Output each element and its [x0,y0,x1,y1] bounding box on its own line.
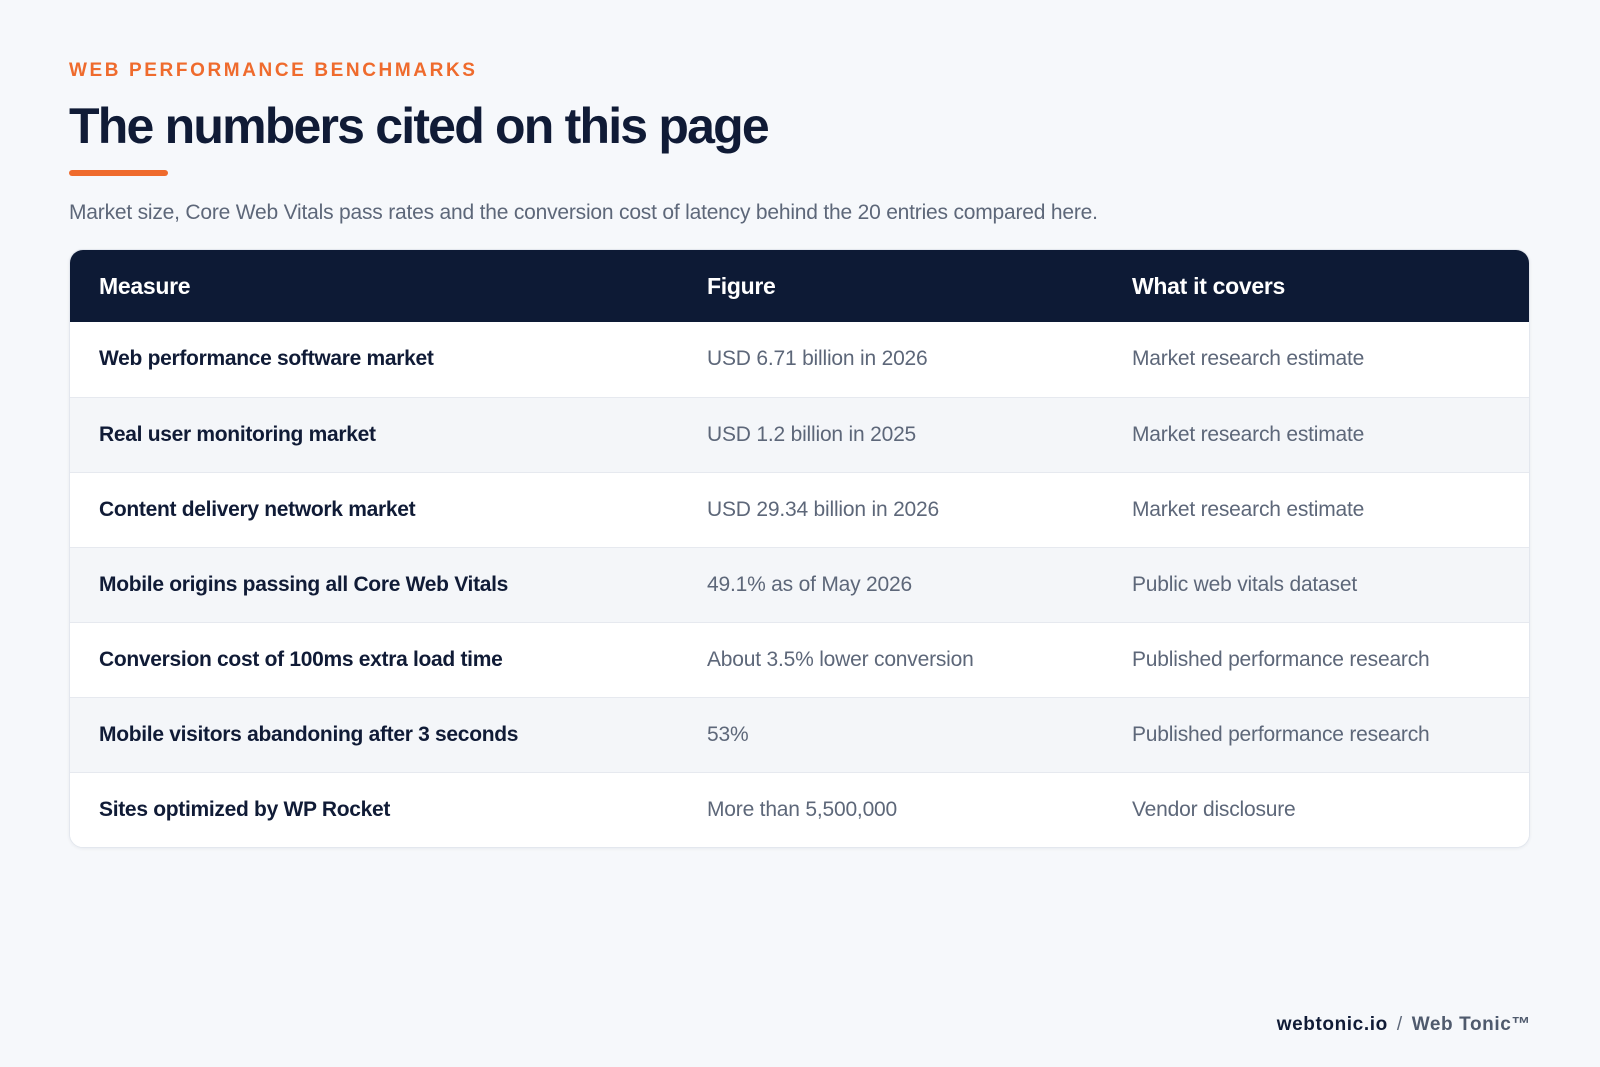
cell-figure: About 3.5% lower conversion [707,647,974,671]
cell-measure: Real user monitoring market [99,422,376,446]
cell-covers: Published performance research [1132,722,1430,746]
table-row: Mobile visitors abandoning after 3 secon… [70,697,1529,772]
cell-measure: Content delivery network market [99,497,416,521]
column-header-measure: Measure [99,272,191,299]
cell-covers: Public web vitals dataset [1132,572,1357,596]
cell-covers: Market research estimate [1132,347,1365,371]
page-title: The numbers cited on this page [69,98,770,154]
benchmarks-table: Measure Figure What it covers Web perfor… [70,250,1529,847]
cell-measure: Mobile origins passing all Core Web Vita… [99,572,509,596]
cell-figure: USD 29.34 billion in 2026 [707,497,939,521]
footer-brand: Web Tonic™ [1411,1014,1531,1035]
table-row: Conversion cost of 100ms extra load time… [70,622,1529,697]
column-header-covers: What it covers [1132,272,1286,299]
cell-figure: More than 5,500,000 [707,797,898,821]
cell-measure: Web performance software market [99,347,434,371]
table-row: Sites optimized by WP Rocket More than 5… [70,772,1529,847]
page-subtitle: Market size, Core Web Vitals pass rates … [69,201,1098,224]
cell-figure: USD 1.2 billion in 2025 [707,422,917,446]
footer-credit: webtonic.io / Web Tonic™ [1277,1013,1531,1037]
cell-covers: Published performance research [1132,647,1430,671]
cell-figure: 49.1% as of May 2026 [707,572,912,596]
cell-measure: Conversion cost of 100ms extra load time [99,647,503,671]
cell-covers: Vendor disclosure [1132,797,1296,821]
table-row: Real user monitoring market USD 1.2 bill… [70,397,1529,472]
title-underline [69,170,168,176]
cell-covers: Market research estimate [1132,497,1365,521]
benchmarks-table-card: Measure Figure What it covers Web perfor… [69,249,1530,848]
eyebrow-label: WEB PERFORMANCE BENCHMARKS [69,60,478,81]
table-row: Web performance software market USD 6.71… [70,322,1529,397]
table-header-row: Measure Figure What it covers [70,250,1529,322]
column-header-figure: Figure [707,272,776,299]
footer-separator: / [1396,1014,1403,1035]
cell-covers: Market research estimate [1132,422,1365,446]
table-row: Mobile origins passing all Core Web Vita… [70,547,1529,622]
footer-domain: webtonic.io [1276,1014,1388,1035]
cell-figure: 53% [707,722,749,746]
cell-figure: USD 6.71 billion in 2026 [707,347,928,371]
cell-measure: Sites optimized by WP Rocket [99,797,391,821]
table-row: Content delivery network market USD 29.3… [70,472,1529,547]
cell-measure: Mobile visitors abandoning after 3 secon… [99,722,519,746]
